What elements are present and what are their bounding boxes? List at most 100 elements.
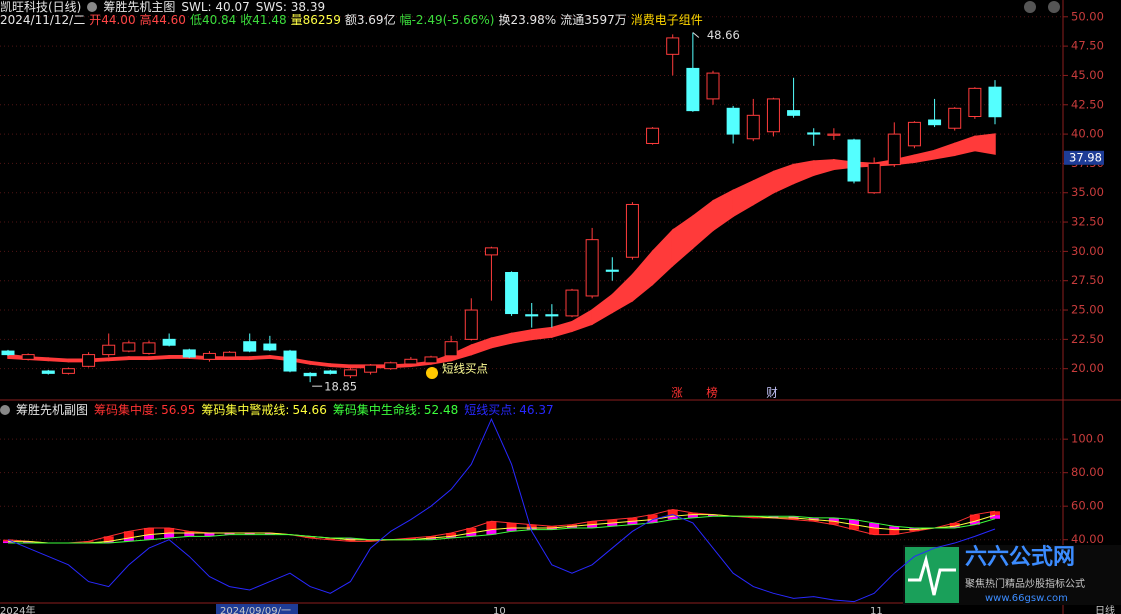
- candle-body: [82, 354, 96, 367]
- candle-body: [505, 271, 519, 315]
- price-marker: 37.98: [1069, 150, 1102, 164]
- bar: [466, 532, 477, 537]
- candle-body: [766, 98, 780, 133]
- logo: 六六公式网 聚焦热门精品炒股指标公式 www.66gsw.com: [903, 545, 1121, 605]
- candle-body: [243, 341, 257, 352]
- bar: [365, 539, 376, 542]
- y-tick-label: 60.00: [1071, 499, 1104, 513]
- quote-field: 低40.84: [189, 13, 237, 27]
- high-label: 48.66: [707, 28, 740, 42]
- quote-field: 高44.60: [139, 13, 186, 27]
- candle-body: [605, 269, 619, 272]
- candle-body: [545, 314, 559, 317]
- bar: [647, 514, 658, 520]
- y-tick-label: 22.50: [1071, 332, 1104, 346]
- price-marker-bg: [1064, 150, 1104, 165]
- band-segment: [309, 360, 332, 368]
- event-label: 涨: [671, 386, 683, 400]
- legend-name: 筹码集中度:: [94, 403, 159, 417]
- band-segment: [692, 199, 714, 250]
- line-series: [7, 417, 996, 603]
- sub-title: 筹胜先机副图: [16, 403, 89, 417]
- legend-name: 短线买点:: [464, 403, 517, 417]
- bar: [627, 517, 638, 522]
- bar: [264, 532, 275, 535]
- candle-body: [323, 370, 337, 374]
- menu-icon[interactable]: [0, 405, 10, 415]
- window-button[interactable]: [1048, 1, 1060, 13]
- band-segment: [47, 357, 70, 363]
- bar: [486, 529, 497, 535]
- bar: [828, 517, 839, 522]
- signal-icon: [426, 367, 438, 379]
- candle-body: [122, 342, 136, 352]
- candle-body: [726, 107, 740, 135]
- bar: [969, 521, 980, 525]
- date-label: 11: [870, 606, 883, 614]
- indicator-value: SWS: 38.39: [255, 0, 326, 14]
- band-segment: [470, 337, 493, 356]
- band-segment: [651, 228, 674, 286]
- y-tick-label: 25.00: [1071, 303, 1104, 317]
- candle-body: [666, 37, 680, 55]
- y-tick-label: 47.50: [1071, 39, 1104, 53]
- bar: [345, 539, 356, 542]
- candle-body: [787, 110, 801, 116]
- band-segment: [933, 142, 956, 160]
- sub-header: 筹胜先机副图 筹码集中度: 56.95 筹码集中警戒线: 54.66 筹码集中生命线: 5…: [0, 403, 554, 417]
- bar: [687, 512, 698, 515]
- bar: [607, 519, 618, 523]
- bar: [869, 527, 880, 535]
- menu-icon[interactable]: [87, 2, 98, 12]
- legend-item: 筹码集中生命线: 52.48: [333, 403, 458, 417]
- y-tick-label: 27.50: [1071, 273, 1104, 287]
- date-label: 日线: [1095, 604, 1115, 614]
- bar: [466, 527, 477, 533]
- candle-body: [202, 352, 216, 360]
- high-flag: [692, 32, 700, 38]
- candle-body: [746, 114, 760, 140]
- bar: [244, 532, 255, 535]
- quote-field: 幅-2.49(-5.66%): [399, 13, 495, 27]
- legend-value: 54.66: [292, 403, 327, 417]
- stock-name: 凯旺科技(日线): [0, 0, 82, 14]
- bar: [667, 516, 678, 520]
- logo-name: 六六公式网: [965, 545, 1075, 570]
- candle-body: [585, 239, 599, 297]
- bar: [990, 515, 1000, 519]
- bar: [587, 524, 598, 528]
- quote-field: 消费电子组件: [630, 13, 703, 27]
- logo-slogan: 聚焦热门精品炒股指标公式: [965, 577, 1085, 590]
- candle-body: [61, 368, 75, 374]
- bar: [184, 532, 195, 537]
- legend-name: 筹码集中警戒线:: [201, 403, 290, 417]
- date-label: 10: [493, 606, 506, 614]
- line-series: [8, 514, 996, 544]
- bar: [3, 541, 13, 544]
- bar: [23, 541, 34, 544]
- y-tick-label: 50.00: [1071, 9, 1104, 23]
- bar: [849, 519, 859, 525]
- bar: [3, 539, 13, 542]
- logo-pulse: [908, 554, 956, 596]
- window-button[interactable]: [1024, 1, 1036, 13]
- bar: [567, 526, 577, 528]
- candle-body: [928, 119, 942, 126]
- candle-body: [263, 343, 277, 351]
- band-segment: [792, 160, 815, 185]
- bar: [446, 536, 457, 539]
- legend-item: 短线买点: 46.37: [464, 403, 553, 417]
- candle-body: [948, 107, 962, 129]
- quote-field: 额3.69亿: [344, 13, 396, 27]
- bar: [405, 538, 416, 540]
- candle-body: [464, 309, 478, 340]
- band-segment: [591, 293, 614, 326]
- candle-body: [182, 349, 196, 358]
- bar: [889, 529, 900, 535]
- bar: [949, 522, 960, 527]
- bar: [587, 521, 598, 525]
- y-tick-label: 80.00: [1071, 465, 1104, 479]
- bar: [123, 531, 134, 539]
- bar: [144, 527, 154, 535]
- date-label: 2024年: [0, 604, 35, 614]
